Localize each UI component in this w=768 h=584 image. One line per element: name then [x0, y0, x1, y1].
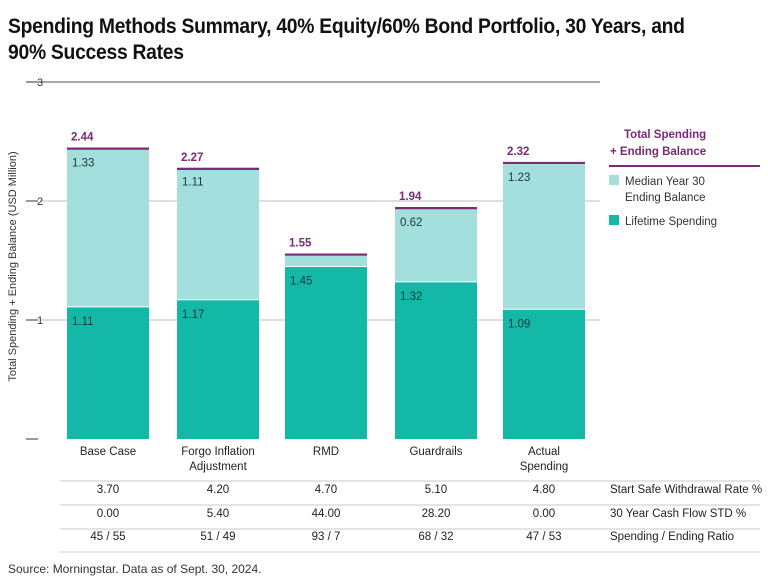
legend-total-label: + Ending Balance: [610, 146, 706, 158]
median-value-label: 0.62: [400, 217, 422, 229]
lifetime-value-label: 1.32: [400, 291, 422, 303]
total-label: 1.94: [399, 191, 422, 203]
y-tick-label: 1: [37, 315, 43, 327]
table-row-label: Spending / Ending Ratio: [610, 531, 734, 543]
y-axis-label: Total Spending + Ending Balance (USD Mil…: [7, 151, 19, 381]
total-label: 1.55: [289, 238, 312, 250]
bar-median-ending-balance: [67, 148, 149, 307]
category-label: Base Case: [80, 446, 136, 458]
legend: Total Spending + Ending Balance Median Yea…: [609, 129, 760, 228]
legend-median-swatch: [609, 175, 619, 185]
median-value-label: 1.33: [72, 158, 94, 170]
total-label: 2.44: [71, 132, 94, 144]
table-cell: 4.20: [207, 484, 229, 496]
table-cell: 4.70: [315, 484, 337, 496]
total-label: 2.27: [181, 152, 203, 164]
y-tick-label: 2: [37, 196, 43, 208]
table-cell: 45 / 55: [90, 531, 125, 543]
bar-median-ending-balance: [395, 208, 477, 282]
lifetime-value-label: 1.45: [290, 275, 312, 287]
category-label: Actual: [528, 446, 560, 458]
table-cell: 5.40: [207, 508, 229, 520]
bar-lifetime-spending: [395, 281, 477, 439]
table-cell: 0.00: [97, 508, 119, 520]
lifetime-value-label: 1.09: [508, 318, 530, 330]
lifetime-value-label: 1.11: [72, 316, 94, 328]
table-cell: 28.20: [422, 508, 451, 520]
category-label: Spending: [520, 461, 569, 473]
bar-median-ending-balance: [285, 254, 367, 267]
category-label: Adjustment: [189, 461, 247, 473]
category-label: Guardrails: [409, 446, 462, 458]
data-table: 3.70 4.20 4.70 5.10 4.80 Start Safe Withdrawa…: [60, 480, 762, 553]
labels-layer: 2.44 1.33 1.11 Base Case 2.27 1.11 1.17 Forgo I…: [71, 132, 568, 473]
bar-median-ending-balance: [503, 162, 585, 310]
median-value-label: 1.11: [182, 177, 204, 189]
median-value-label: 1.23: [508, 172, 530, 184]
table-row-label: Start Safe Withdrawal Rate %: [610, 484, 762, 496]
source-note: Source: Morningstar. Data as of Sept. 30…: [8, 562, 262, 576]
category-label: Forgo Inflation: [181, 446, 255, 458]
bar-median-ending-balance: [177, 167, 259, 300]
bar-lifetime-spending: [177, 299, 259, 439]
table-cell: 44.00: [312, 508, 341, 520]
lifetime-value-label: 1.17: [182, 309, 204, 321]
chart-title: Spending Methods Summary, 40% Equity/60%…: [8, 15, 685, 64]
legend-median-label: Ending Balance: [625, 192, 706, 204]
legend-median-label: Median Year 30: [625, 176, 705, 188]
legend-lifetime-swatch: [609, 215, 619, 225]
legend-lifetime-label: Lifetime Spending: [625, 216, 717, 228]
category-label: RMD: [313, 446, 339, 458]
table-cell: 4.80: [533, 484, 555, 496]
legend-total-label: Total Spending: [624, 129, 706, 141]
table-cell: 68 / 32: [418, 531, 453, 543]
y-tick-label: 3: [37, 77, 43, 89]
table-cell: 47 / 53: [526, 531, 561, 543]
total-label: 2.32: [507, 146, 529, 158]
bar-lifetime-spending: [67, 306, 149, 439]
table-cell: 3.70: [97, 484, 119, 496]
table-cell: 51 / 49: [200, 531, 235, 543]
table-cell: 0.00: [533, 508, 555, 520]
bar-lifetime-spending: [285, 266, 367, 439]
bar-lifetime-spending: [503, 309, 585, 439]
table-cell: 5.10: [425, 484, 447, 496]
table-row-label: 30 Year Cash Flow STD %: [610, 508, 746, 520]
table-cell: 93 / 7: [312, 531, 341, 543]
bars-layer: [67, 147, 585, 439]
